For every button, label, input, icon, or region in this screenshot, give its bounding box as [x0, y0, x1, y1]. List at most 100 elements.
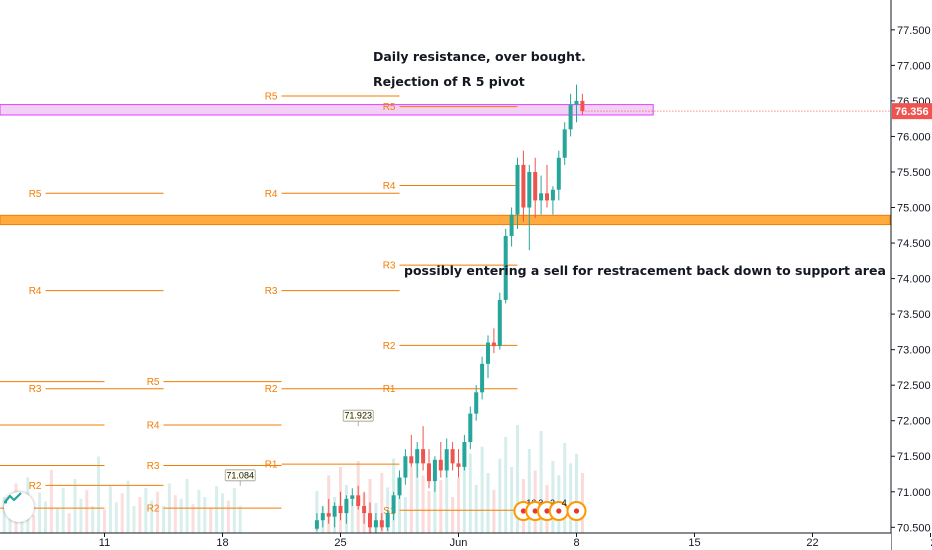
y-tick-label: 71.500: [897, 451, 931, 463]
candle-body: [456, 463, 461, 467]
volume-bar: [421, 475, 425, 533]
pivot-label: R5: [265, 91, 278, 102]
volume-bar: [49, 470, 53, 533]
candle-body: [344, 498, 349, 514]
y-tick-label: 74.000: [897, 274, 931, 286]
candle-body: [462, 442, 467, 467]
y-tick-label: 72.500: [897, 380, 931, 392]
candle-body: [474, 392, 479, 414]
event-marker: [566, 501, 587, 521]
pivot-label: R5: [29, 189, 42, 200]
volume-bar: [403, 497, 407, 533]
volume-bar: [61, 488, 65, 533]
y-tick-label: 70.500: [897, 522, 931, 534]
time-axis-bg: [0, 533, 891, 550]
volume-bar: [114, 502, 118, 533]
candle-body: [397, 477, 402, 496]
tradingview-logo-icon[interactable]: [4, 492, 34, 522]
pivot-label: R1: [265, 460, 278, 471]
volume-bar: [103, 509, 106, 533]
y-tick-label: 75.500: [897, 167, 931, 179]
resistance-zone: [0, 104, 654, 116]
candle-body: [491, 342, 496, 347]
volume-bar: [144, 488, 148, 533]
candle-body: [527, 171, 532, 208]
y-tick-label: 75.000: [897, 203, 931, 215]
y-tick-label: 74.500: [897, 238, 931, 250]
candle-body: [539, 193, 544, 201]
candle-body: [580, 100, 585, 112]
y-tick-label: 72.000: [897, 416, 931, 428]
volume-bar: [504, 437, 508, 533]
current-price-tag: [892, 103, 932, 120]
x-tick-label: 25: [334, 537, 346, 549]
volume-bar: [486, 473, 490, 533]
candle-body: [415, 449, 420, 464]
volume-bar: [238, 506, 242, 533]
candle-body: [468, 413, 473, 443]
volume-bar: [516, 425, 519, 533]
event-marker-dot: [532, 508, 538, 514]
candle-body: [509, 214, 514, 236]
volume-bar: [226, 500, 230, 533]
volume-bar: [415, 449, 419, 533]
candle-body: [574, 100, 579, 105]
volume-bar: [85, 489, 89, 533]
volume-bar: [126, 480, 130, 533]
y-tick-label: 77.500: [897, 25, 931, 37]
candle-body: [556, 157, 561, 190]
volume-bar: [398, 482, 401, 533]
candle-body: [379, 520, 384, 528]
candle-body: [320, 513, 325, 521]
annotation-daily-resistance: Daily resistance, over bought.: [373, 49, 586, 64]
pivot-label: R5: [383, 102, 396, 113]
volume-bar: [451, 497, 455, 533]
candle-body: [421, 449, 426, 464]
volume-bar: [209, 507, 213, 533]
pivot-label: R3: [383, 261, 396, 272]
pivot-label: R2: [147, 504, 160, 515]
candle-body: [486, 342, 490, 364]
volume-bar: [162, 506, 165, 533]
event-marker-dot: [520, 508, 527, 514]
volume-bar: [569, 463, 573, 533]
candle-body: [391, 495, 396, 514]
volume-bar: [79, 498, 83, 533]
candle-body: [314, 520, 319, 529]
volume-bar: [409, 467, 413, 533]
candle-body: [338, 505, 343, 514]
candle-body: [326, 513, 331, 517]
volume-bar: [120, 493, 124, 533]
x-tick-label: 15: [688, 537, 700, 549]
pivot-label: R4: [29, 286, 42, 297]
event-marker-count: 4: [562, 498, 567, 508]
candle-body: [368, 513, 372, 528]
volume-bar: [427, 491, 431, 533]
candle-body: [385, 513, 390, 528]
volume-bar: [474, 485, 478, 533]
pivot-label: R3: [265, 286, 278, 297]
x-tick-label: 22: [806, 537, 818, 549]
y-tick-label: 77.000: [897, 60, 931, 72]
volume-bar: [191, 504, 195, 533]
y-tick-label: 73.500: [897, 309, 931, 321]
volume-bar: [457, 477, 460, 533]
candle-body: [350, 495, 355, 499]
support-zone: [0, 214, 891, 226]
pivot-label: R3: [147, 461, 160, 472]
volume-bar: [179, 498, 183, 533]
candle-body: [362, 505, 367, 514]
volume-bar: [439, 480, 443, 533]
volume-bar: [380, 473, 384, 533]
candle-body: [332, 505, 337, 517]
candle-body: [373, 520, 378, 528]
volume-bar: [492, 489, 496, 533]
volume-bar: [510, 467, 514, 533]
event-marker-dot: [556, 508, 562, 514]
price-axis-bg: [891, 0, 932, 550]
event-marker-dot: [544, 508, 550, 514]
high-label: 71.923: [342, 409, 374, 427]
event-marker-dot: [573, 508, 580, 514]
